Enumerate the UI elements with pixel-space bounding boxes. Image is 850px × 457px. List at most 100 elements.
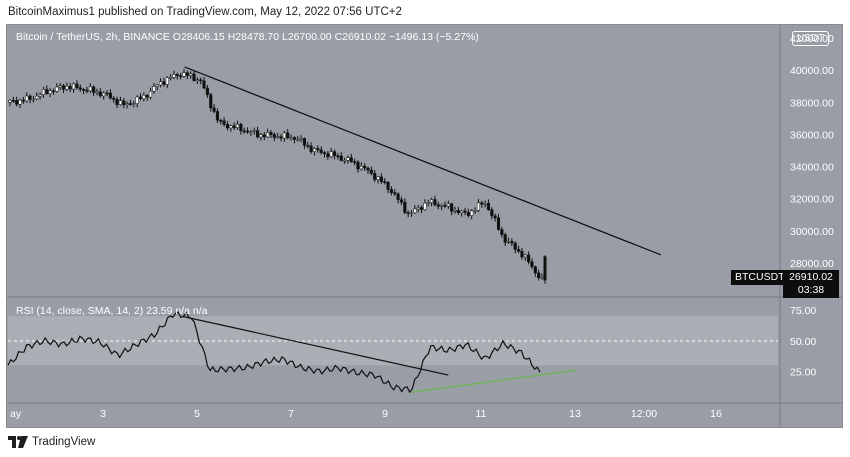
candle-body [269, 132, 273, 135]
candle-body [88, 86, 92, 92]
candle-body [436, 204, 440, 207]
candle-body [18, 99, 22, 105]
candle-body [148, 90, 153, 98]
last-price-tag: 26910.02 03:38 [783, 270, 839, 298]
high-value: 28478.70 [235, 31, 280, 43]
last-price: 26910.02 [789, 271, 833, 283]
candle-body [82, 88, 86, 91]
candle-body [346, 157, 350, 161]
candle-body [85, 90, 89, 92]
candle-body [235, 123, 240, 128]
candle-body [15, 100, 19, 105]
candle-body [92, 86, 96, 93]
candle-body [222, 120, 226, 125]
low-label: L [282, 31, 288, 43]
price-tick-label: 40000.00 [790, 65, 834, 77]
rsi-na-1: n/a [175, 305, 190, 317]
candle-body [205, 87, 209, 95]
candle-body [72, 83, 76, 90]
candle-body [517, 249, 521, 252]
candle-body [212, 107, 216, 112]
candle-body [142, 95, 146, 99]
candle-body [202, 80, 206, 89]
rsi-value: 23.59 [146, 305, 173, 317]
candle-body [537, 272, 541, 279]
candle-body [312, 148, 317, 152]
candle-body [453, 210, 457, 212]
candle-body [349, 157, 353, 162]
candle-body [496, 217, 501, 230]
candle-body [28, 95, 32, 100]
price-tick-label: 42000.00 [790, 33, 834, 45]
candle-body [215, 111, 219, 121]
candle-body [403, 201, 407, 213]
candle-body [353, 161, 357, 163]
price-tick-label: 34000.00 [790, 162, 834, 174]
candle-body [31, 98, 35, 101]
time-tick-label: ay [10, 408, 22, 420]
candle-body [463, 210, 467, 213]
candle-body [138, 96, 143, 99]
candle-body [145, 95, 149, 98]
rsi-na-2: n/a [192, 305, 208, 317]
time-tick-label: 9 [382, 408, 388, 420]
price-tick-label: 28000.00 [790, 258, 834, 270]
candle-body [339, 155, 343, 161]
candle-body [51, 90, 56, 93]
candle-body [122, 100, 126, 105]
candle-body [440, 204, 444, 207]
close-label: C [334, 31, 343, 43]
candle-body [35, 95, 39, 100]
candle-body [500, 229, 504, 235]
candle-body [125, 103, 129, 105]
candle-body [242, 130, 246, 133]
candle-body [246, 130, 250, 133]
candle-body [373, 173, 377, 180]
candle-body [530, 261, 534, 268]
candle-body [179, 75, 183, 78]
candle-body [299, 138, 303, 140]
candle-body [128, 103, 133, 105]
candle-body [430, 199, 434, 203]
candle-body [8, 100, 12, 103]
candle-body [282, 132, 286, 139]
candle-body [510, 241, 514, 244]
candle-body [118, 100, 122, 105]
candle-body [296, 139, 300, 141]
price-axis: 42000.00 40000.00 38000.00 36000.00 34000.00… [790, 33, 834, 270]
candle-body [279, 136, 283, 139]
candle-body [473, 210, 477, 212]
footer[interactable]: TradingView [8, 436, 95, 448]
candle-body [229, 125, 233, 129]
rsi-line [7, 311, 541, 394]
rsi-tick-label: 75.00 [790, 305, 816, 317]
candle-body [486, 202, 491, 210]
change-value: −1496.13 (−5.27%) [388, 31, 479, 43]
candle-body [443, 204, 447, 207]
candle-body [195, 79, 199, 82]
candle-body [38, 94, 42, 97]
candle-body [460, 210, 464, 213]
currency-badge[interactable]: USDT [792, 31, 830, 46]
candle-body [520, 250, 524, 258]
candle-body [175, 74, 179, 77]
candle-body [155, 84, 159, 87]
candle-body [199, 79, 203, 82]
low-value: 26700.00 [287, 31, 332, 43]
candle-body [172, 74, 176, 78]
candle-body [259, 134, 263, 138]
candle-body [513, 242, 517, 250]
candle-body [493, 215, 497, 219]
candle-body [135, 96, 139, 104]
candle-body [450, 203, 454, 212]
candle-body [232, 125, 236, 128]
open-label: O [172, 31, 181, 43]
candle-body [409, 212, 414, 215]
candle-body [356, 161, 360, 170]
candle-body [326, 153, 330, 158]
candle-body [262, 134, 266, 138]
open-value: 28406.15 [180, 31, 225, 43]
footer-brand: TradingView [32, 436, 96, 448]
candle-body [256, 130, 260, 138]
